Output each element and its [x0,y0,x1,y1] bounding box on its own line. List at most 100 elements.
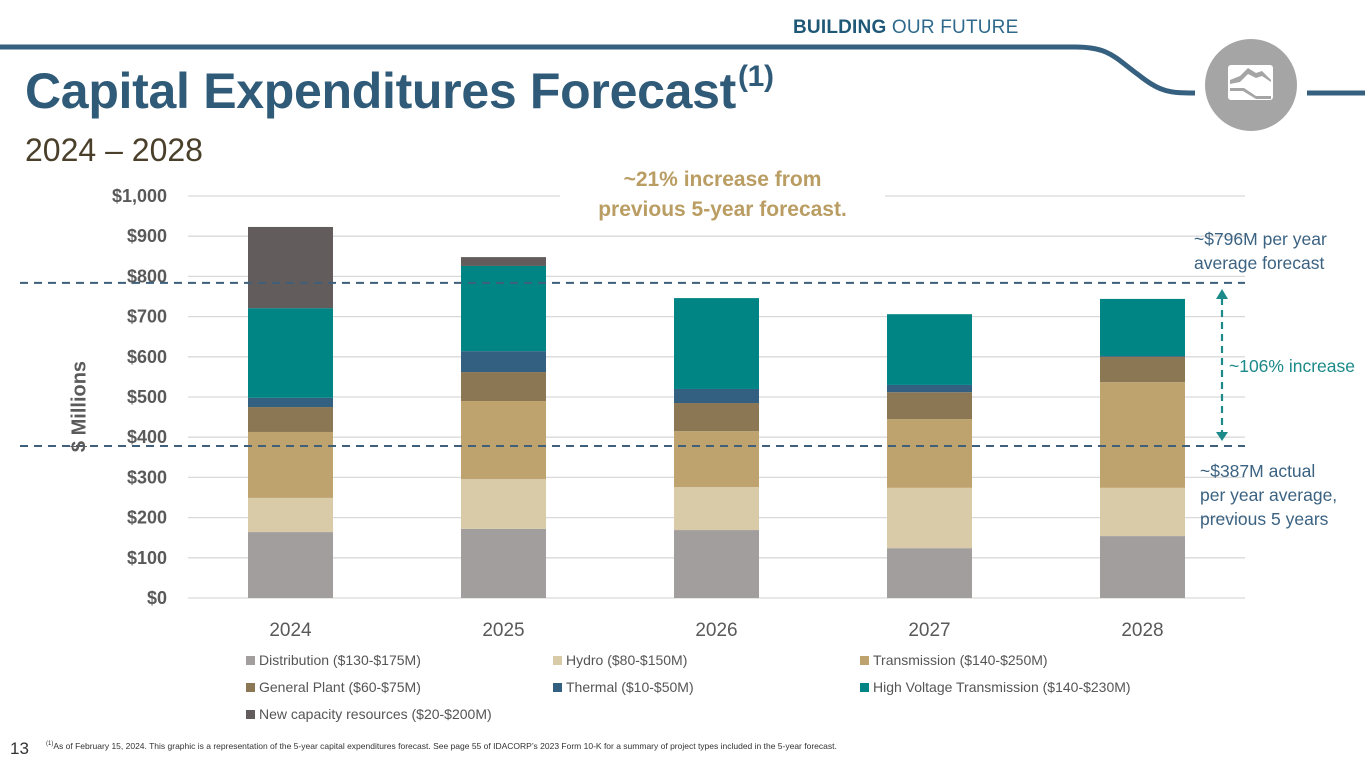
actual-average-line-2: per year average, [1200,485,1338,505]
bar-segment [674,298,759,389]
bar-segment [461,401,546,480]
bar-segment [887,487,972,549]
legend-swatch [553,655,562,665]
bar-segment [248,308,333,398]
legend-item: Thermal ($10-$50M) [553,679,694,695]
legend-label: New capacity resources ($20-$200M) [259,706,492,722]
header-line [0,44,1196,96]
y-tick-label: $0 [147,588,167,608]
bar-segment [461,265,546,352]
page-title-text: Capital Expenditures Forecast [25,63,736,119]
legend-label: Distribution ($130-$175M) [259,652,421,668]
forecast-average-annotation: ~$796M per year average forecast [1194,227,1327,275]
legend-swatch [246,682,255,692]
y-axis-ticks: $0 $100 $200 $300 $400 $500 $600 $700 $800 $900 $1… [112,186,167,608]
bar-segment [1100,355,1185,357]
bars [248,226,1185,598]
bar-segment [887,392,972,420]
y-tick-label: $600 [127,347,167,367]
bar-segment [461,528,546,598]
legend-label: Transmission ($140-$250M) [873,652,1048,668]
legend-label: General Plant ($60-$75M) [259,679,421,695]
x-axis-ticks: 2024 2025 2026 2027 2028 [269,620,1163,641]
header-decoration [0,39,1365,131]
y-tick-label: $1,000 [112,186,167,206]
page-number: 13 [10,739,29,758]
y-axis-label: $ Millions [68,360,91,453]
bar-segment [248,407,333,432]
bar-segment [248,532,333,598]
bar-segment [1100,382,1185,488]
legend-swatch [553,682,562,692]
legend-item: Hydro ($80-$150M) [553,652,687,668]
y-tick-label: $400 [127,427,167,447]
x-tick-label: 2028 [1121,620,1163,641]
bar-segment [887,384,972,393]
legend-item: New capacity resources ($20-$200M) [246,706,492,722]
bar-segment [248,497,333,533]
page-subtitle: 2024 – 2028 [25,132,203,168]
bar-segment [461,257,546,266]
legend-item: Distribution ($130-$175M) [246,652,421,668]
bar-segment [674,431,759,488]
page-title: Capital Expenditures Forecast(1) [25,60,774,120]
legend-label: Thermal ($10-$50M) [566,679,694,695]
bar-segment [1100,298,1185,356]
x-tick-label: 2027 [908,620,950,641]
bar-segment [1100,536,1185,598]
legend-item: Transmission ($140-$250M) [860,652,1048,668]
footnote-text: As of February 15, 2024. This graphic is… [53,741,837,751]
legend-swatch [246,655,255,665]
brand-bold: BUILDING [793,17,887,38]
y-tick-label: $100 [127,548,167,568]
bar-segment [248,226,333,309]
arrow-up-icon [1216,289,1228,299]
actual-average-line-1: ~$387M actual [1200,461,1316,481]
brand-tagline: BUILDING OUR FUTURE [793,17,1018,39]
y-tick-label: $700 [127,307,167,327]
bar-segment [674,388,759,404]
callout-line-2: previous 5-year forecast. [598,198,847,221]
footnote-marker: (1) [46,741,54,748]
mountain-river-logo-icon [1205,39,1297,131]
legend-item: High Voltage Transmission ($140-$230M) [860,679,1131,695]
y-tick-label: $800 [127,266,167,286]
bar-segment [674,530,759,598]
callout-line-1: ~21% increase from [623,168,822,191]
x-tick-label: 2026 [695,620,737,641]
y-tick-label: $300 [127,467,167,487]
reference-lines [20,281,1245,448]
legend-swatch [246,709,255,719]
bar-segment [674,487,759,531]
legend-swatch [860,682,869,692]
bar-segment [887,548,972,598]
x-tick-label: 2024 [269,620,312,641]
arrow-down-icon [1216,432,1228,441]
x-tick-label: 2025 [482,620,524,641]
bar-segment [887,419,972,488]
forecast-average-line-2: average forecast [1194,253,1325,273]
bar-segment [461,372,546,402]
title-footnote-marker: (1) [737,60,774,93]
brand-light: OUR FUTURE [891,17,1019,38]
increase-annotation: ~106% increase [1229,356,1355,376]
bar-segment [248,431,333,498]
bar-segment [674,403,759,432]
footnote: (1)As of February 15, 2024. This graphic… [46,741,837,751]
actual-average-annotation: ~$387M actual per year average, previous… [1200,459,1337,531]
bar-segment [461,479,546,529]
legend-item: General Plant ($60-$75M) [246,679,421,695]
bar-segment [461,351,546,373]
legend-swatch [860,655,869,665]
legend-label: Hydro ($80-$150M) [566,652,688,668]
bar-segment [248,397,333,408]
bar-segment [1100,356,1185,383]
increase-callout: ~21% increase from previous 5-year forec… [560,165,885,225]
y-tick-label: $200 [127,508,167,528]
y-tick-label: $900 [127,226,167,246]
legend-label: High Voltage Transmission ($140-$230M) [873,679,1131,695]
bar-segment [887,314,972,385]
y-tick-label: $500 [127,387,167,407]
increase-arrow [1216,289,1228,441]
